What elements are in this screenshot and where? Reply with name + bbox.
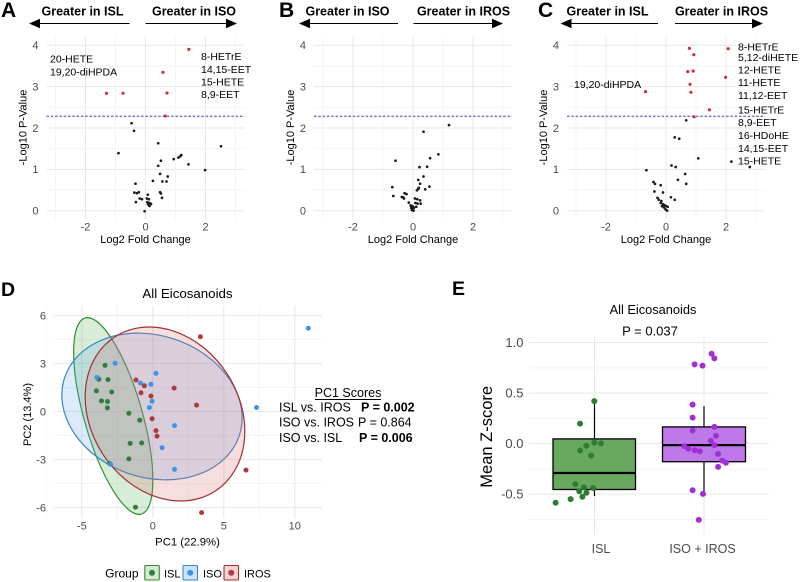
svg-text:5: 5	[221, 521, 227, 533]
svg-text:2: 2	[470, 222, 476, 234]
svg-text:IROS: IROS	[244, 569, 271, 581]
svg-text:-Log10 P-Value: -Log10 P-Value	[538, 90, 550, 166]
svg-text:Greater in ISO: Greater in ISO	[152, 5, 236, 19]
svg-text:PC1 Scores: PC1 Scores	[315, 386, 382, 400]
svg-text:-5: -5	[77, 521, 87, 533]
svg-text:-2: -2	[81, 222, 91, 234]
svg-text:A: A	[1, 0, 16, 22]
svg-text:10: 10	[289, 521, 301, 533]
svg-text:P = 0.864: P = 0.864	[358, 416, 412, 430]
svg-text:B: B	[279, 0, 294, 22]
svg-text:14,15-EET: 14,15-EET	[738, 143, 789, 155]
svg-text:-0.5: -0.5	[501, 486, 523, 501]
svg-text:E: E	[452, 278, 465, 300]
svg-text:20-HETE: 20-HETE	[50, 54, 93, 66]
svg-text:11-HETE: 11-HETE	[738, 77, 780, 89]
svg-text:P = 0.002: P = 0.002	[361, 401, 415, 415]
svg-text:11,12-EET: 11,12-EET	[738, 90, 788, 102]
svg-text:3: 3	[553, 81, 559, 93]
svg-text:ISL: ISL	[592, 542, 611, 556]
svg-text:-6: -6	[36, 502, 46, 514]
svg-text:P = 0.006: P = 0.006	[359, 431, 413, 445]
svg-text:4: 4	[300, 40, 306, 52]
svg-text:PC2 (13.4%): PC2 (13.4%)	[22, 383, 34, 446]
svg-text:3: 3	[40, 358, 46, 370]
svg-text:16-HDoHE: 16-HDoHE	[738, 130, 789, 142]
svg-text:0: 0	[300, 206, 306, 218]
svg-text:All Eicosanoids: All Eicosanoids	[610, 302, 697, 317]
svg-text:Mean Z-score: Mean Z-score	[478, 386, 496, 488]
svg-text:All Eicosanoids: All Eicosanoids	[142, 286, 233, 301]
svg-text:15-HETE: 15-HETE	[738, 155, 781, 167]
svg-text:Greater in ISL: Greater in ISL	[42, 5, 124, 19]
svg-text:PC1 (22.9%): PC1 (22.9%)	[155, 537, 220, 549]
svg-text:4: 4	[32, 40, 38, 52]
svg-text:4: 4	[553, 40, 559, 52]
svg-text:D: D	[1, 279, 15, 301]
svg-text:0: 0	[142, 222, 148, 234]
svg-text:0: 0	[553, 206, 559, 218]
svg-text:5,12-diHETE: 5,12-diHETE	[738, 52, 798, 64]
svg-text:2: 2	[723, 222, 729, 234]
svg-text:12-HETE: 12-HETE	[738, 65, 781, 77]
svg-text:Group: Group	[105, 567, 139, 581]
svg-text:8,9-EET: 8,9-EET	[201, 89, 240, 101]
svg-text:15-HETE: 15-HETE	[201, 76, 244, 88]
svg-text:-Log10 P-Value: -Log10 P-Value	[285, 90, 297, 166]
svg-text:ISL: ISL	[164, 569, 181, 581]
svg-text:3: 3	[300, 81, 306, 93]
svg-text:0: 0	[40, 406, 46, 418]
svg-text:Log2 Fold Change: Log2 Fold Change	[621, 234, 712, 246]
svg-text:8,9-EET: 8,9-EET	[738, 117, 777, 129]
svg-text:Log2 Fold Change: Log2 Fold Change	[368, 234, 459, 246]
svg-text:0.5: 0.5	[505, 385, 523, 400]
svg-text:-2: -2	[348, 222, 358, 234]
svg-text:3: 3	[32, 81, 38, 93]
svg-text:1: 1	[553, 164, 559, 176]
svg-text:-2: -2	[601, 222, 611, 234]
svg-text:2: 2	[202, 222, 208, 234]
svg-text:14,15-EET: 14,15-EET	[201, 64, 252, 76]
svg-text:2: 2	[32, 123, 38, 135]
svg-text:0: 0	[410, 222, 416, 234]
svg-text:C: C	[538, 0, 553, 22]
svg-text:ISO: ISO	[203, 569, 222, 581]
svg-text:ISO vs. IROS: ISO vs. IROS	[279, 416, 354, 430]
svg-text:8-HETrE: 8-HETrE	[738, 41, 778, 53]
svg-text:19,20-diHPDA: 19,20-diHPDA	[50, 67, 117, 79]
svg-text:1: 1	[300, 164, 306, 176]
svg-text:Greater in ISL: Greater in ISL	[567, 5, 649, 19]
svg-text:8-HETrE: 8-HETrE	[201, 51, 241, 63]
svg-text:1.0: 1.0	[505, 335, 523, 350]
svg-text:0: 0	[150, 521, 156, 533]
svg-text:19,20-diHPDA: 19,20-diHPDA	[574, 79, 641, 91]
svg-text:0: 0	[32, 206, 38, 218]
svg-text:0: 0	[663, 222, 669, 234]
svg-text:-3: -3	[36, 454, 46, 466]
svg-text:Log2 Fold Change: Log2 Fold Change	[100, 234, 191, 246]
svg-text:15-HETrE: 15-HETrE	[738, 104, 784, 116]
svg-text:ISL vs. IROS: ISL vs. IROS	[279, 401, 351, 415]
svg-text:0.0: 0.0	[505, 436, 523, 451]
svg-text:2: 2	[300, 123, 306, 135]
svg-text:ISO + IROS: ISO + IROS	[669, 542, 735, 556]
svg-text:-Log10 P-Value: -Log10 P-Value	[18, 90, 30, 166]
svg-text:6: 6	[40, 310, 46, 322]
svg-text:2: 2	[553, 123, 559, 135]
svg-text:Greater in ISO: Greater in ISO	[305, 5, 389, 19]
svg-text:1: 1	[32, 164, 38, 176]
svg-text:Greater in IROS: Greater in IROS	[675, 5, 768, 19]
svg-text:P = 0.037: P = 0.037	[622, 324, 678, 339]
svg-text:ISO vs. ISL: ISO vs. ISL	[279, 431, 342, 445]
svg-text:Greater in IROS: Greater in IROS	[417, 5, 510, 19]
